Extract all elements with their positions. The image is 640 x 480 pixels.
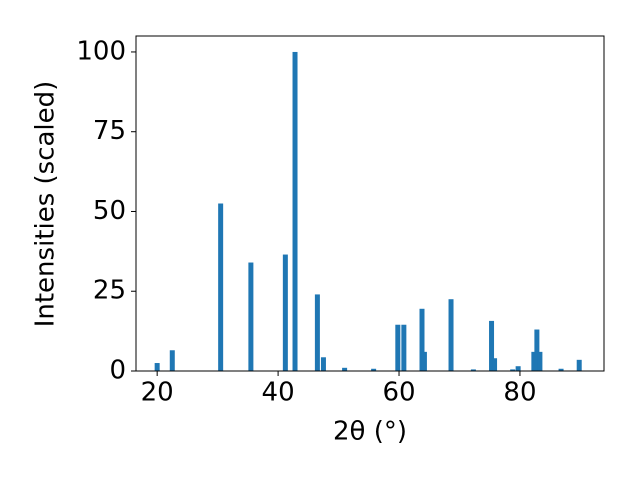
bar <box>534 329 540 371</box>
plot-frame <box>135 35 605 372</box>
bar <box>342 367 348 371</box>
bar <box>314 294 320 371</box>
bar <box>371 368 377 371</box>
x-axis-label: 2θ (°) <box>333 417 407 447</box>
bar <box>248 262 254 371</box>
y-tick-label: 50 <box>93 196 126 226</box>
bar <box>421 351 427 371</box>
bar <box>576 359 582 371</box>
bar <box>401 324 407 371</box>
bar <box>515 366 521 371</box>
bar <box>395 324 401 371</box>
y-tick-label: 100 <box>76 36 126 66</box>
bar <box>282 254 288 371</box>
bar <box>320 357 326 371</box>
bar <box>154 363 160 371</box>
x-tick-label: 60 <box>382 378 415 408</box>
x-tick-label: 20 <box>141 378 174 408</box>
bar <box>419 308 425 371</box>
bar <box>558 368 564 371</box>
bar <box>218 203 224 371</box>
bar <box>489 320 495 371</box>
bar <box>470 369 476 371</box>
bar <box>169 350 175 371</box>
bar <box>531 351 537 371</box>
bar <box>537 351 543 371</box>
y-axis-label: Intensities (scaled) <box>31 81 61 328</box>
x-tick-label: 80 <box>503 378 536 408</box>
y-tick-label: 25 <box>93 276 126 306</box>
y-tick-label: 0 <box>109 356 126 386</box>
bar <box>510 369 516 371</box>
bar <box>492 358 498 371</box>
x-tick-label: 40 <box>262 378 295 408</box>
y-tick-label: 75 <box>93 116 126 146</box>
bar <box>292 51 298 371</box>
bar <box>448 299 454 371</box>
